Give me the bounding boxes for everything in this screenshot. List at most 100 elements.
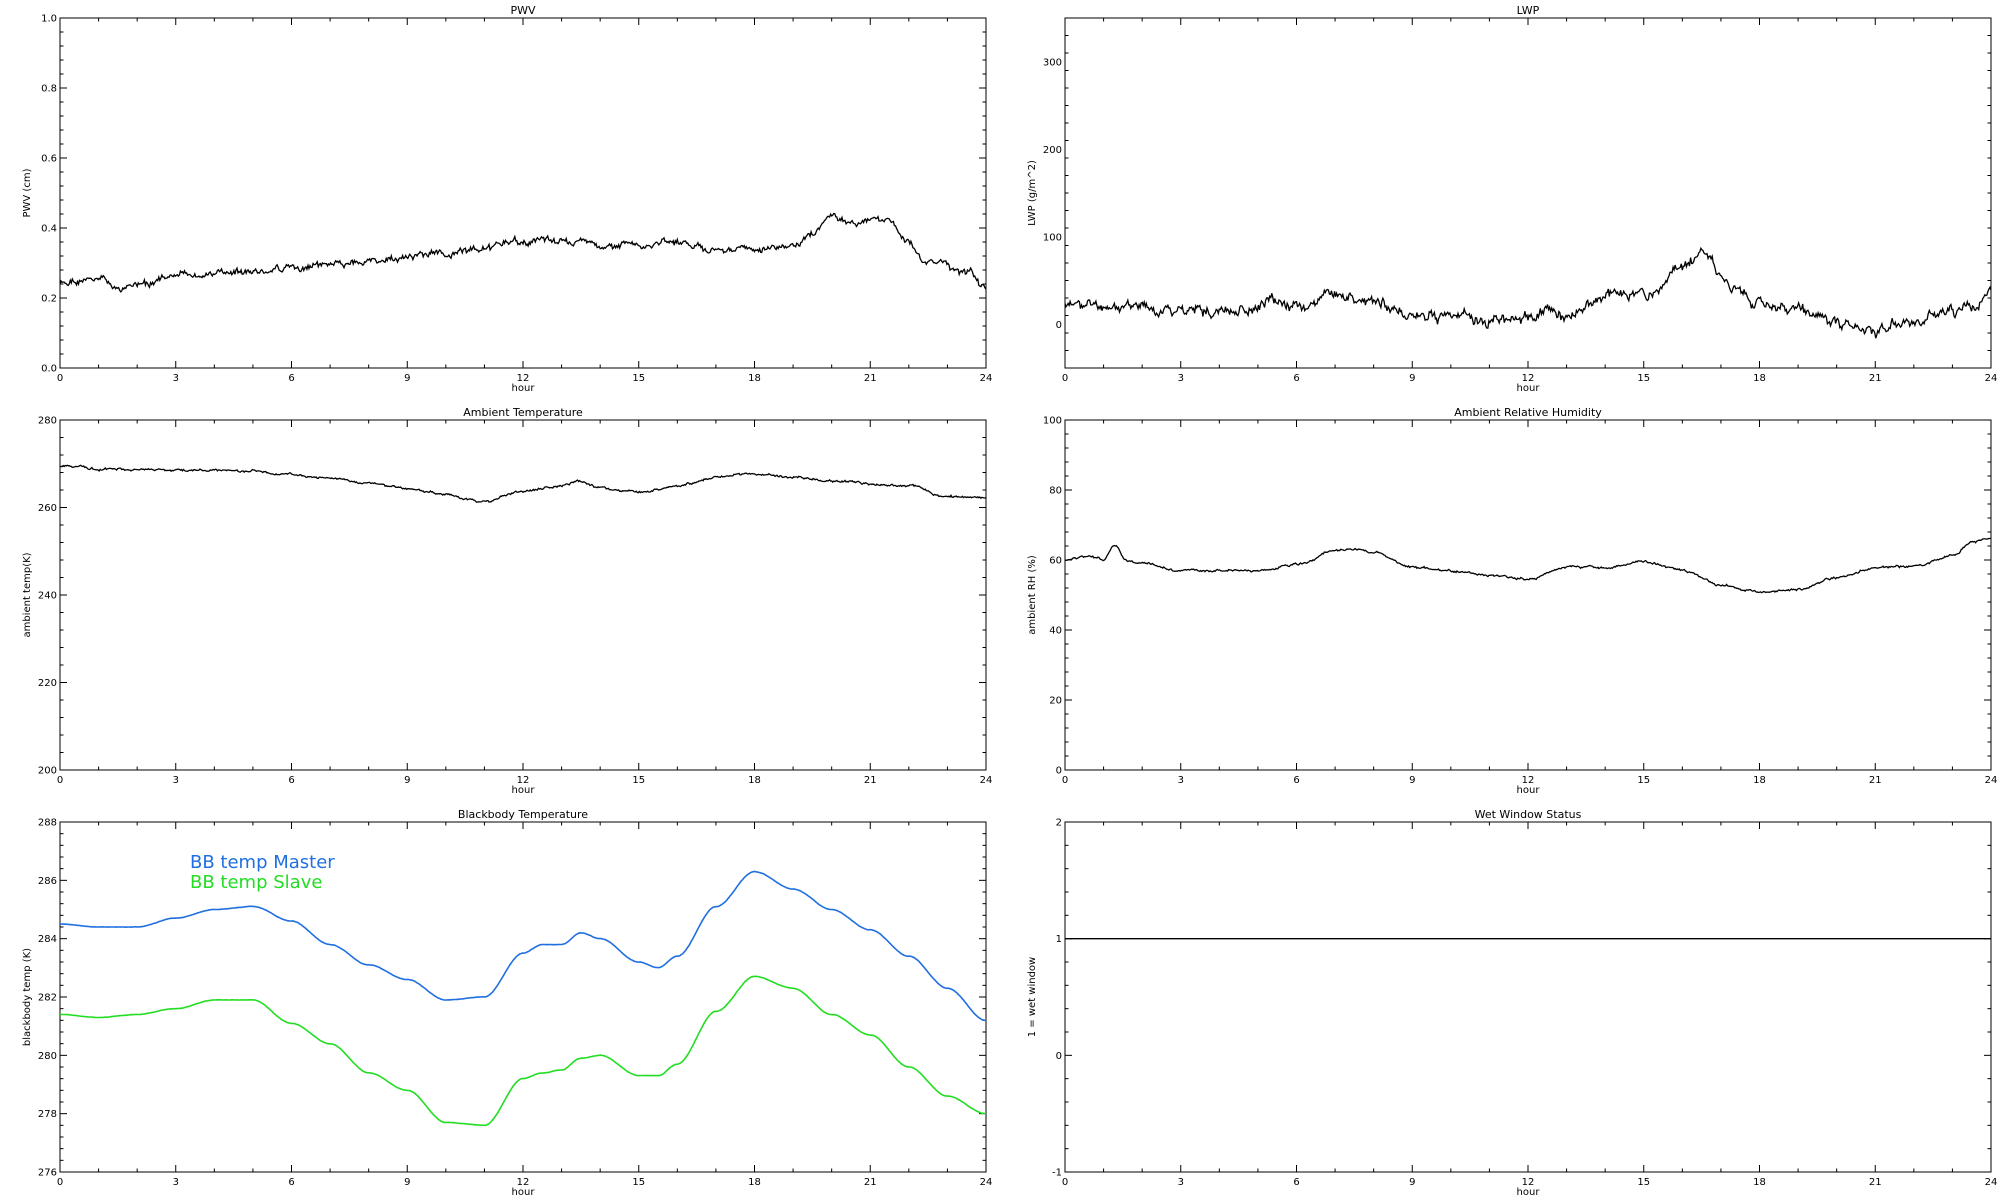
series-line-1 bbox=[60, 870, 986, 1022]
x-axis-label: hour bbox=[512, 383, 536, 394]
chart-title: Blackbody Temperature bbox=[458, 808, 588, 821]
x-tick-label: 18 bbox=[1753, 1177, 1766, 1188]
y-tick-label: 0.4 bbox=[41, 224, 57, 235]
y-tick-label: 240 bbox=[38, 591, 57, 602]
x-tick-label: 9 bbox=[1409, 775, 1415, 786]
y-tick-label: 280 bbox=[38, 416, 57, 427]
x-tick-label: 9 bbox=[1409, 1177, 1415, 1188]
y-tick-label: 284 bbox=[38, 934, 57, 945]
plot-frame bbox=[1064, 17, 1992, 369]
plot-frame bbox=[59, 17, 987, 369]
x-tick-label: 15 bbox=[632, 373, 645, 384]
y-axis-label: LWP (g/m^2) bbox=[1027, 160, 1038, 226]
x-tick-label: 6 bbox=[288, 775, 294, 786]
y-tick-label: 1 bbox=[1056, 934, 1062, 945]
x-tick-label: 9 bbox=[404, 775, 410, 786]
x-tick-label: 21 bbox=[864, 1177, 877, 1188]
x-tick-label: 12 bbox=[517, 1177, 530, 1188]
x-tick-label: 15 bbox=[1637, 775, 1650, 786]
x-tick-label: 21 bbox=[864, 775, 877, 786]
chart-title: LWP bbox=[1517, 4, 1540, 17]
x-tick-label: 24 bbox=[1985, 1177, 1998, 1188]
chart-panel-5: Blackbody Temperature 0 3 6 9 12 15 18 21 24 hour 2… bbox=[22, 808, 992, 1198]
x-tick-label: 18 bbox=[748, 373, 761, 384]
y-tick-label: 286 bbox=[38, 876, 57, 887]
x-tick-label: 18 bbox=[1753, 373, 1766, 384]
x-tick-label: 24 bbox=[1985, 373, 1998, 384]
chart-title: Ambient Relative Humidity bbox=[1454, 406, 1602, 419]
x-tick-label: 6 bbox=[1293, 1177, 1299, 1188]
y-tick-label: 282 bbox=[38, 993, 57, 1004]
y-tick-label: 60 bbox=[1049, 556, 1062, 567]
plot-frame bbox=[59, 419, 987, 771]
chart-title: PWV bbox=[510, 4, 536, 17]
y-tick-label: 288 bbox=[38, 818, 57, 829]
x-tick-label: 18 bbox=[748, 1177, 761, 1188]
y-tick-label: 0 bbox=[1056, 320, 1062, 331]
y-tick-label: 0.8 bbox=[41, 84, 57, 95]
x-tick-label: 24 bbox=[1985, 775, 1998, 786]
x-axis-label: hour bbox=[512, 785, 536, 796]
x-tick-label: 6 bbox=[288, 1177, 294, 1188]
series-line-1 bbox=[1065, 246, 1991, 339]
x-tick-label: 9 bbox=[1409, 373, 1415, 384]
y-tick-label: 0 bbox=[1056, 1051, 1062, 1062]
x-tick-label: 9 bbox=[404, 1177, 410, 1188]
y-tick-label: 20 bbox=[1049, 696, 1062, 707]
x-tick-label: 3 bbox=[173, 775, 179, 786]
y-tick-label: 276 bbox=[38, 1168, 57, 1179]
chart-title: Ambient Temperature bbox=[463, 406, 583, 419]
y-axis-label: 1 = wet window bbox=[1027, 957, 1038, 1037]
y-tick-label: 220 bbox=[38, 678, 57, 689]
x-tick-label: 3 bbox=[173, 373, 179, 384]
x-tick-label: 15 bbox=[632, 775, 645, 786]
x-tick-label: 18 bbox=[1753, 775, 1766, 786]
x-tick-label: 24 bbox=[980, 373, 993, 384]
x-tick-label: 6 bbox=[1293, 775, 1299, 786]
x-tick-label: 15 bbox=[632, 1177, 645, 1188]
y-tick-label: 300 bbox=[1043, 57, 1062, 68]
x-axis-label: hour bbox=[1517, 383, 1541, 394]
x-tick-label: 6 bbox=[288, 373, 294, 384]
x-tick-label: 24 bbox=[980, 775, 993, 786]
y-tick-label: 0.2 bbox=[41, 294, 57, 305]
y-tick-label: 2 bbox=[1056, 818, 1062, 829]
y-tick-label: 200 bbox=[1043, 145, 1062, 156]
x-tick-label: 6 bbox=[1293, 373, 1299, 384]
legend-entry-1: BB temp Master bbox=[190, 852, 335, 873]
chart-panel-3: Ambient Temperature 0 3 6 9 12 15 18 21 24 hour 200… bbox=[22, 406, 992, 796]
x-tick-label: 18 bbox=[748, 775, 761, 786]
y-tick-label: 80 bbox=[1049, 486, 1062, 497]
chart-panel-2: LWP 0 3 6 9 12 15 18 21 24 hour 0 100 200 300 LWP (g/m^… bbox=[1027, 4, 1997, 394]
chart-panel-1: PWV 0 3 6 9 12 15 18 21 24 hour 0.0 0.2 0.4 0.6 0.8 1.0 P… bbox=[22, 4, 992, 394]
y-axis-label: ambient temp(K) bbox=[22, 552, 33, 637]
x-tick-label: 3 bbox=[173, 1177, 179, 1188]
x-tick-label: 0 bbox=[57, 775, 63, 786]
y-tick-label: 0.0 bbox=[41, 364, 57, 375]
x-tick-label: 21 bbox=[1869, 1177, 1882, 1188]
y-tick-label: 100 bbox=[1043, 232, 1062, 243]
x-tick-label: 12 bbox=[1522, 373, 1535, 384]
series-line-1 bbox=[1065, 537, 1991, 594]
y-tick-label: 0.6 bbox=[41, 154, 57, 165]
y-tick-label: 1.0 bbox=[41, 14, 57, 25]
y-tick-label: -1 bbox=[1052, 1168, 1062, 1179]
x-tick-label: 15 bbox=[1637, 373, 1650, 384]
x-tick-label: 12 bbox=[517, 775, 530, 786]
x-tick-label: 0 bbox=[1062, 775, 1068, 786]
y-tick-label: 280 bbox=[38, 1051, 57, 1062]
series-line-1 bbox=[60, 212, 986, 293]
y-tick-label: 278 bbox=[38, 1109, 57, 1120]
x-tick-label: 0 bbox=[57, 373, 63, 384]
x-axis-label: hour bbox=[512, 1187, 536, 1198]
y-tick-label: 40 bbox=[1049, 626, 1062, 637]
x-tick-label: 12 bbox=[517, 373, 530, 384]
x-tick-label: 21 bbox=[1869, 775, 1882, 786]
series-line-2 bbox=[60, 975, 986, 1127]
y-tick-label: 200 bbox=[38, 766, 57, 777]
y-axis-label: ambient RH (%) bbox=[1027, 555, 1038, 635]
x-tick-label: 3 bbox=[1178, 373, 1184, 384]
